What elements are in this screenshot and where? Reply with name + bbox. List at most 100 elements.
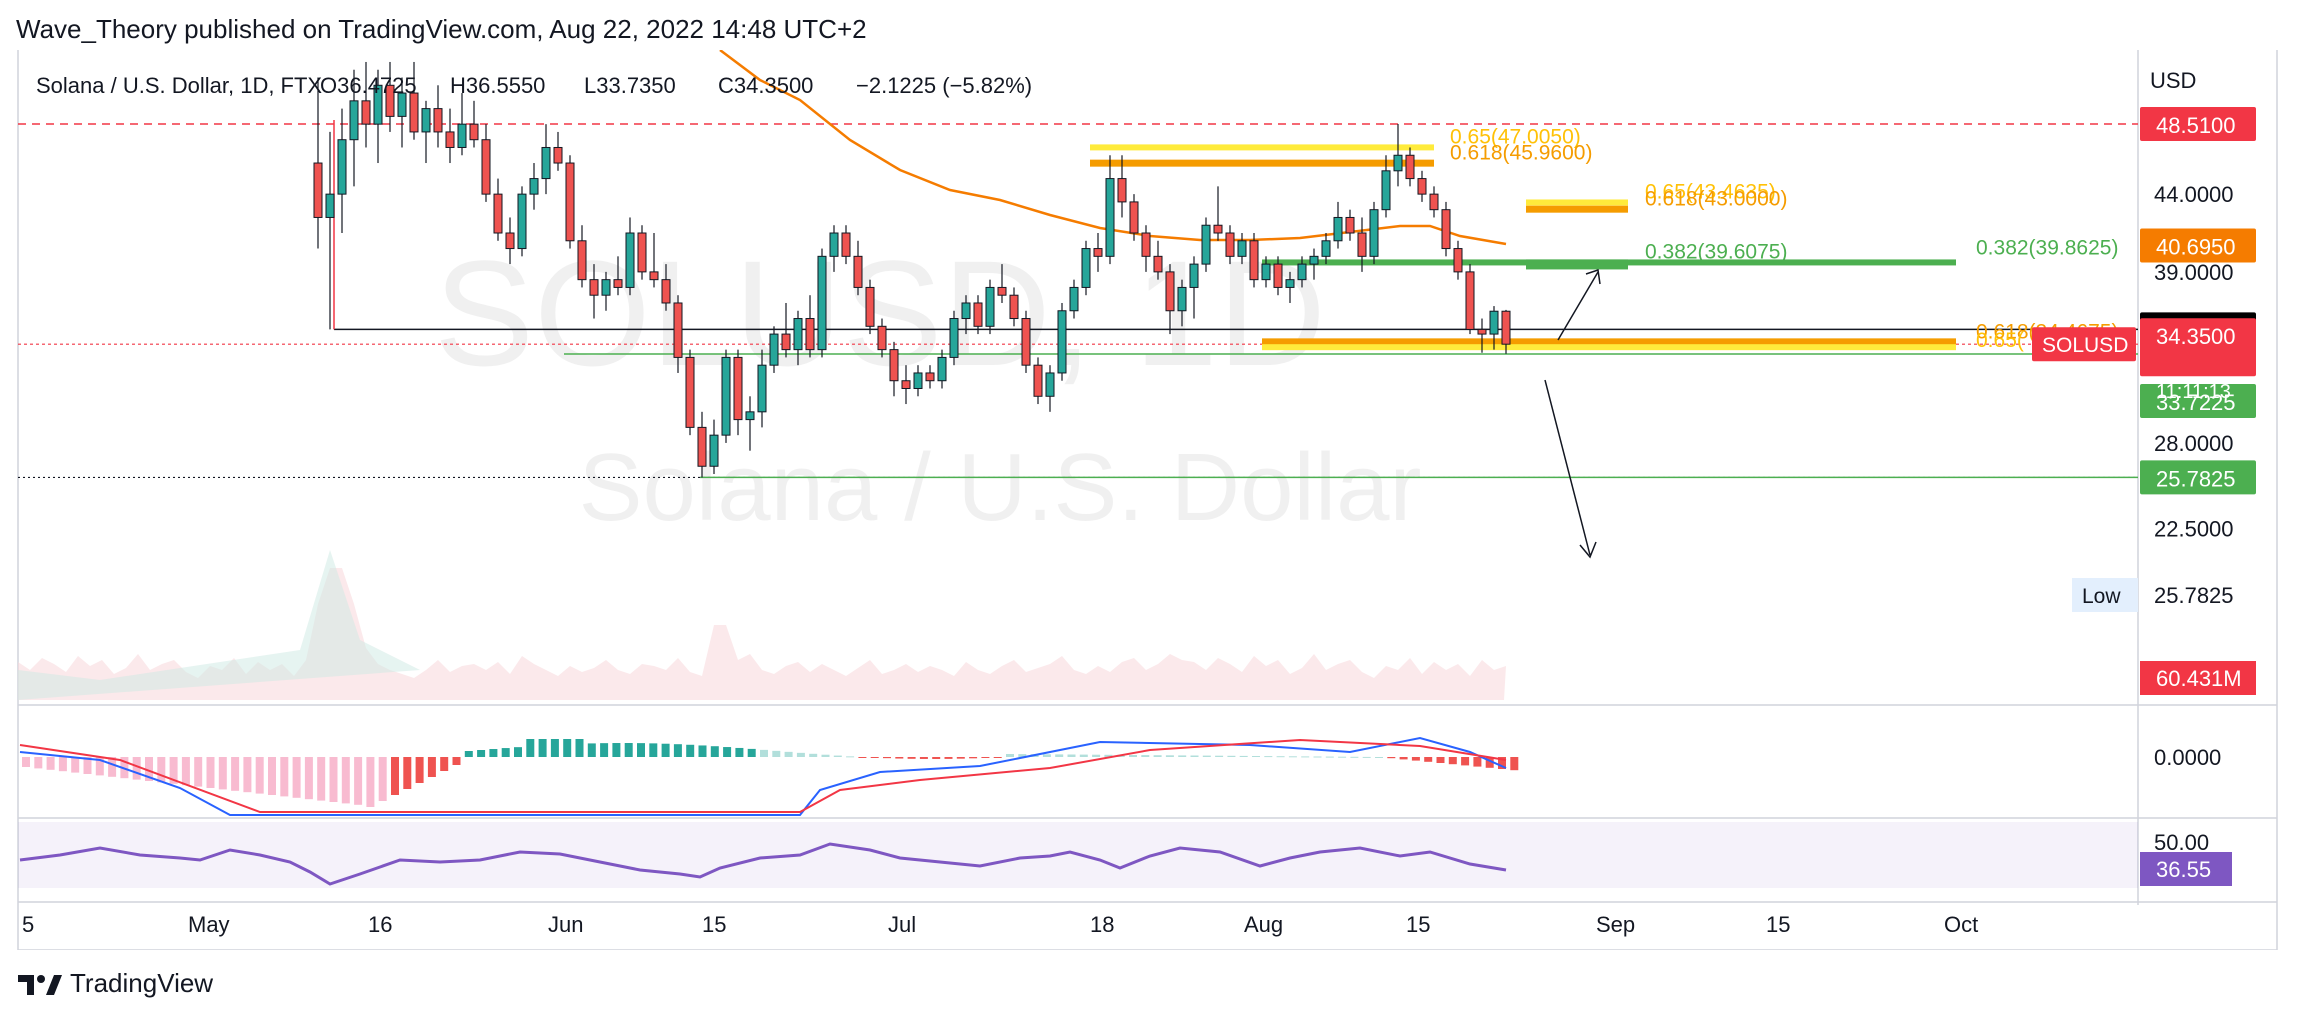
macd-histogram-bar [698, 745, 707, 757]
macd-histogram-bar [218, 757, 227, 790]
candle-body [577, 240, 587, 281]
chart-area[interactable]: SOLUSD, 1D Solana / U.S. Dollar Solana / … [0, 49, 2298, 951]
candle-body [1117, 178, 1127, 203]
candle-body [613, 279, 623, 288]
macd-histogram-bar [784, 751, 793, 757]
fib-band-0382-box [1526, 259, 1628, 270]
macd-histogram-bar [231, 757, 240, 791]
candle-body [601, 279, 611, 296]
candle-body [661, 279, 671, 304]
macd-histogram-bar [1129, 755, 1137, 757]
candle-body [853, 255, 863, 288]
rsi-value: 36.55 [2156, 857, 2211, 882]
macd-histogram-bar [1448, 757, 1457, 765]
candle-body [325, 193, 335, 218]
candle-body [1165, 271, 1175, 312]
candle-body [973, 302, 983, 327]
macd-histogram-bar [391, 757, 399, 795]
candle-body [553, 146, 563, 164]
fib-label-0618-b: 0.618(43.0000) [1645, 188, 1787, 211]
brand-name: TradingView [70, 968, 214, 998]
candle-body [481, 139, 491, 195]
chart-svg[interactable]: SOLUSD, 1D Solana / U.S. Dollar Solana / … [0, 49, 2298, 951]
low-label-bg [2072, 578, 2138, 612]
macd-histogram-bar [1006, 754, 1014, 757]
macd-histogram-bar [649, 743, 658, 757]
macd-histogram-bar [575, 739, 584, 757]
down-arrow-line [1544, 379, 1591, 556]
macd-histogram-bar [268, 757, 276, 795]
macd-histogram-bar [858, 757, 867, 758]
macd-histogram-bar [1104, 754, 1113, 757]
signal-line [19, 738, 1507, 813]
macd-histogram-bar [427, 757, 436, 777]
x-tick-label: May [188, 912, 230, 937]
macd-histogram-bar [907, 757, 916, 759]
fib-label-065-a: 0.65(47.0050) [1450, 125, 1581, 148]
price-label-support-bg [2140, 383, 2256, 418]
macd-histogram-bar [464, 751, 473, 757]
macd-histogram-bar [1325, 756, 1334, 758]
macd-histogram-bar [378, 757, 387, 801]
publisher-text: Wave_Theory published on TradingView.com… [16, 14, 867, 44]
macd-histogram-bar [108, 757, 117, 777]
macd-histogram-bar [145, 757, 153, 781]
candle-body [589, 279, 599, 296]
macd-histogram-bar [501, 748, 510, 757]
candle-body [457, 123, 467, 148]
currency-label: USD [2150, 68, 2196, 93]
macd-histogram-bar [846, 756, 855, 758]
candle-body [1465, 271, 1475, 330]
low-value: 25.7825 [2154, 583, 2234, 608]
x-tick-label: Jul [888, 912, 916, 937]
macd-histogram-bar [58, 757, 67, 772]
down-arrow-head [1579, 541, 1597, 559]
candle-body [1357, 232, 1367, 257]
fib-band-065-mid [1526, 199, 1628, 206]
candle-body [1381, 170, 1391, 211]
macd-histogram-bar [1153, 755, 1162, 757]
macd-histogram-bar [735, 747, 744, 757]
candle-body [1225, 232, 1235, 257]
macd-histogram-bar [1055, 754, 1064, 757]
fib-band-065-low [1262, 344, 1956, 351]
macd-histogram-bar [243, 757, 252, 793]
macd-histogram-bar [169, 757, 178, 784]
macd-line [19, 736, 1507, 816]
price-tick: 22.5000 [2154, 516, 2234, 541]
macd-histogram-bar [1042, 754, 1051, 757]
macd-histogram-bar [1288, 756, 1297, 758]
macd-histogram-bar [1227, 755, 1236, 757]
candle-body [925, 372, 935, 382]
candle-body [1393, 154, 1403, 172]
ohlc-value: O36.4725 [320, 73, 417, 98]
ohlc-value: C34.3500 [718, 73, 813, 98]
rsi-line [19, 842, 1507, 886]
x-tick-label: 16 [368, 912, 392, 937]
candle-body [805, 318, 815, 351]
macd-histogram-bar [1510, 757, 1519, 771]
macd-histogram-bar [1424, 757, 1433, 762]
macd-histogram-bar [981, 757, 990, 758]
macd-histogram-bar [796, 752, 805, 757]
candle-body [697, 426, 707, 467]
rsi-level-label: 50.00 [2154, 830, 2209, 855]
macd-histogram-bar [895, 757, 904, 759]
candle-body [1273, 263, 1283, 288]
ohlc-value: H36.5550 [450, 73, 545, 98]
macd-histogram-bar [71, 757, 80, 773]
macd-histogram-bar [993, 757, 1002, 758]
macd-histogram-bar [329, 757, 338, 802]
macd-histogram-bar [686, 744, 695, 757]
macd-histogram-bar [1141, 755, 1150, 757]
price-label-last: 34.3500 [2156, 324, 2236, 349]
macd-histogram-bar [1165, 755, 1174, 757]
x-tick-label: 5 [22, 912, 34, 937]
macd-histogram-bar [194, 757, 203, 787]
macd-histogram-bar [883, 757, 891, 759]
candle-body [493, 193, 503, 234]
macd-histogram-bar [341, 757, 350, 804]
macd-histogram-bar [206, 757, 215, 788]
candle-body [373, 84, 383, 125]
candle-body [1033, 364, 1043, 397]
